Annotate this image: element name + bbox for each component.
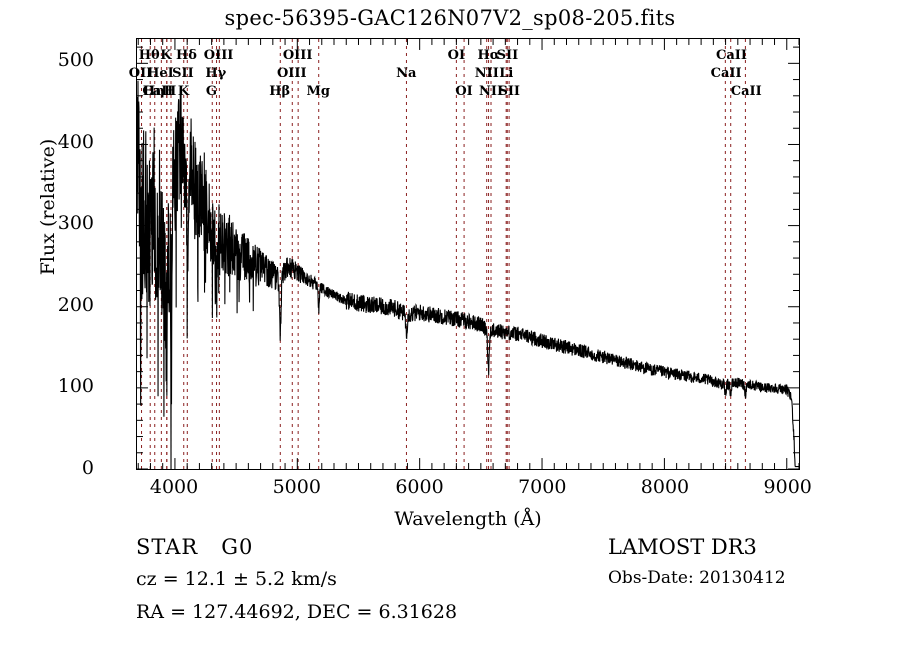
spectral-line-label: NII: [474, 66, 499, 81]
radial-velocity-text: cz = 12.1 ± 5.2 km/s: [136, 568, 337, 590]
axis-tick-group: [137, 39, 799, 469]
object-class-text: STAR G0: [136, 535, 254, 559]
spectral-line-label: SII: [172, 66, 194, 81]
spectral-line-label: SII: [498, 84, 521, 99]
spectral-line-label: OI: [447, 48, 466, 63]
spectral-line-label: K: [160, 48, 172, 63]
spectral-line-label: CaII K: [142, 84, 190, 99]
obs-date-text: Obs-Date: 20130412: [608, 568, 786, 588]
survey-text: LAMOST DR3: [608, 535, 757, 559]
y-tick-label: 100: [57, 375, 94, 398]
y-tick-label: 400: [57, 130, 94, 153]
spectral-line-label: Hθ: [138, 48, 160, 63]
spectrum-canvas: [137, 39, 799, 469]
spectral-line-label: HeI: [147, 66, 174, 81]
spectral-line-label: CaII: [730, 84, 762, 99]
spectral-line-label: OIII: [276, 66, 307, 81]
spectrum-trace: [137, 81, 799, 469]
spectral-line-label: Mg: [306, 84, 330, 99]
spectral-line-label: OI: [455, 84, 473, 99]
spectral-line-label: Hβ: [269, 84, 291, 99]
spectral-line-label: Hη: [142, 84, 165, 99]
spectral-line-label: OII: [128, 66, 153, 81]
spectral-line-label: CaII: [716, 48, 747, 63]
y-tick-label: 200: [57, 293, 94, 316]
y-axis-title: Flux (relative): [37, 138, 59, 276]
y-tick-label: 300: [57, 212, 94, 235]
figure-title: spec-56395-GAC126N07V2_sp08-205.fits: [224, 6, 676, 30]
spectral-line-label: Li: [499, 66, 514, 81]
x-tick-label: 5000: [272, 476, 321, 498]
spectral-line-label: Hγ: [205, 66, 227, 81]
y-tick-label: 0: [81, 457, 94, 479]
spectral-line-label: OIII: [203, 48, 234, 63]
spectral-line-label: Hδ: [175, 48, 197, 63]
plot-area: [136, 38, 800, 470]
spectral-line-label: Na: [396, 66, 417, 81]
spectral-line-label: SII: [496, 48, 519, 63]
spectral-line-label: H: [163, 84, 177, 99]
x-tick-label: 4000: [149, 476, 199, 498]
x-axis-title: Wavelength (Å): [394, 508, 542, 530]
spectral-line-label: G: [205, 84, 218, 99]
line-marker-group: [142, 39, 746, 469]
coordinates-text: RA = 127.44692, DEC = 6.31628: [136, 601, 458, 623]
x-tick-label: 9000: [763, 476, 812, 498]
spectral-line-label: NII: [479, 84, 504, 99]
x-tick-label: 7000: [518, 476, 567, 498]
spectral-line-label: CaII: [710, 66, 742, 81]
spectral-line-label: OIII: [282, 48, 313, 63]
x-tick-label: 8000: [640, 476, 690, 498]
y-tick-label: 500: [57, 49, 94, 72]
spectral-line-label: Hα: [477, 48, 500, 63]
x-tick-label: 6000: [395, 476, 444, 498]
